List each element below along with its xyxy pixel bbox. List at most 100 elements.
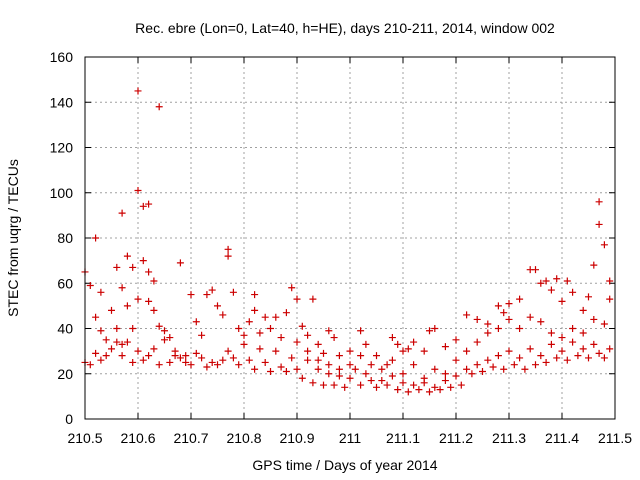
data-point (277, 334, 285, 342)
data-point (187, 291, 195, 299)
data-point (388, 334, 396, 342)
data-point (479, 367, 486, 375)
data-point (304, 331, 312, 339)
data-point (357, 352, 365, 360)
y-tick-label: 60 (57, 275, 73, 291)
data-point (436, 386, 444, 394)
data-point (298, 322, 306, 330)
data-point (314, 340, 322, 348)
y-tick-label: 140 (50, 94, 74, 110)
y-tick-label: 20 (57, 366, 73, 382)
data-point (606, 295, 614, 303)
data-point (500, 365, 508, 373)
data-point (553, 275, 561, 283)
data-point (521, 365, 529, 373)
data-point (145, 200, 153, 208)
data-point (569, 288, 577, 296)
data-point (166, 358, 174, 366)
data-point (261, 358, 269, 366)
data-point (585, 354, 592, 362)
data-point (97, 356, 105, 364)
x-tick-label: 210.6 (120, 430, 155, 446)
data-point (510, 361, 518, 369)
data-point (447, 383, 455, 391)
chart-title: Rec. ebre (Lon=0, Lat=40, h=HE), days 21… (135, 20, 555, 36)
data-point (134, 347, 142, 355)
data-point (240, 331, 248, 339)
data-point (320, 381, 327, 389)
data-point (378, 377, 386, 385)
data-point (410, 361, 418, 369)
data-point (388, 372, 396, 380)
data-point (569, 325, 577, 332)
data-point (118, 209, 126, 217)
data-point (558, 297, 566, 305)
data-point (192, 349, 200, 357)
y-tick-label: 40 (57, 321, 73, 337)
data-point (494, 302, 502, 310)
data-point (150, 306, 158, 314)
data-point (150, 277, 158, 285)
y-tick-label: 100 (50, 185, 74, 201)
data-point (431, 383, 439, 391)
data-point (208, 358, 216, 366)
data-point (139, 356, 147, 364)
data-point (293, 365, 301, 373)
data-point (272, 347, 280, 355)
data-point (388, 356, 396, 364)
data-point (139, 202, 147, 210)
data-point (362, 340, 370, 348)
data-point (410, 338, 418, 346)
data-point (113, 338, 121, 346)
data-point (441, 377, 449, 385)
axis-ticks: 210.5 210.6 210.7 210.8 210.9 211 211.1 211.2 21… (50, 49, 633, 446)
data-point (505, 315, 513, 323)
data-point (378, 365, 386, 373)
data-point (516, 354, 524, 362)
data-point (463, 347, 471, 355)
data-point (415, 386, 423, 394)
data-point (134, 87, 142, 95)
data-point (606, 345, 614, 353)
data-point (404, 388, 412, 396)
data-point (516, 295, 524, 303)
data-point (123, 252, 131, 260)
data-point (452, 372, 460, 380)
data-point (145, 268, 153, 276)
data-point (579, 345, 587, 353)
data-point (139, 257, 147, 265)
data-point (118, 340, 126, 348)
x-tick-label: 211.1 (386, 430, 420, 446)
data-point (441, 370, 449, 378)
data-point (123, 302, 131, 310)
data-point (489, 363, 497, 371)
data-point (187, 361, 195, 369)
data-point (595, 220, 603, 228)
data-point (224, 347, 232, 355)
data-point (102, 336, 110, 344)
x-tick-label: 210.7 (173, 430, 208, 446)
data-point (267, 367, 274, 375)
data-point (500, 309, 508, 317)
x-tick-label: 211.4 (545, 430, 579, 446)
y-tick-label: 160 (50, 49, 74, 65)
data-point (86, 282, 94, 290)
data-point (272, 313, 280, 321)
data-point (277, 363, 285, 371)
data-point (452, 336, 460, 344)
y-tick-label: 120 (50, 140, 74, 156)
data-point (547, 286, 555, 294)
data-point (208, 286, 216, 294)
data-point (288, 284, 296, 292)
data-point (341, 383, 349, 391)
data-point (171, 352, 179, 360)
data-point (235, 325, 243, 332)
data-point (394, 340, 402, 348)
data-point (219, 311, 227, 319)
data-point (484, 356, 492, 364)
data-point (97, 288, 105, 296)
data-point (532, 361, 539, 369)
data-point (590, 315, 598, 323)
data-point (261, 313, 269, 321)
data-point (600, 320, 608, 328)
